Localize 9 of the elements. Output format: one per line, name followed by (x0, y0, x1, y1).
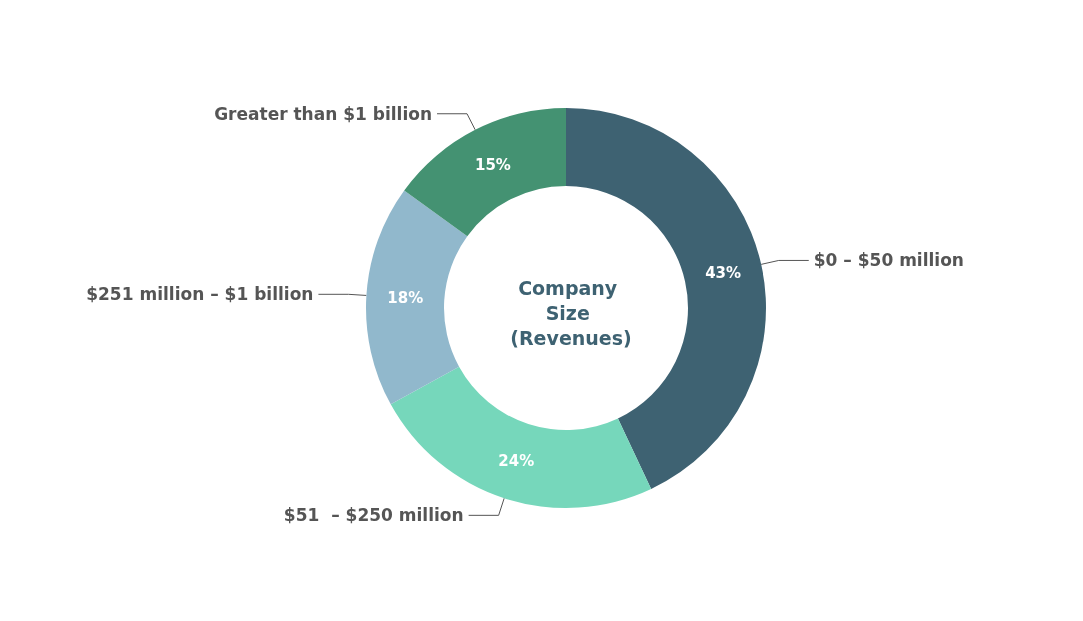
slice-label: Greater than $1 billion (214, 103, 433, 124)
data-label: 18% (387, 288, 424, 307)
slice-label: $251 million – $1 billion (86, 284, 314, 305)
data-label: 43% (705, 263, 742, 282)
data-label: 24% (498, 452, 535, 471)
text: Company Size (Revenues) (510, 277, 632, 349)
slice-label: $0 – $50 million (813, 250, 964, 271)
slice-label: $51 – $250 million (283, 505, 464, 526)
data-label: 15% (474, 155, 511, 174)
